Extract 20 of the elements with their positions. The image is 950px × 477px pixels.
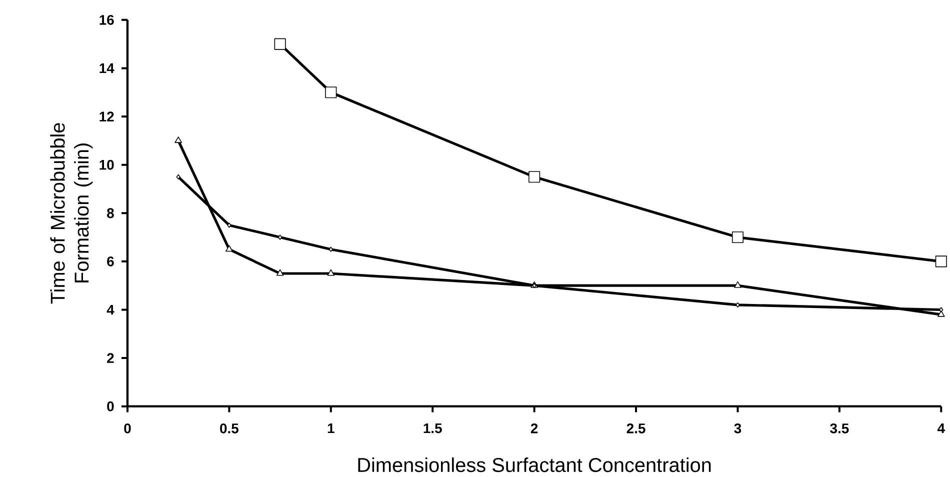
x-tick-label: 0	[124, 423, 131, 434]
y-axis-title: Time of Microbubble Formation (min)	[50, 123, 93, 304]
y-tick-label: 0	[107, 401, 114, 412]
x-axis-title: Dimensionless Surfactant Concentration	[358, 457, 711, 472]
x-tick-label: 3	[734, 423, 742, 434]
y-tick-label: 6	[107, 256, 114, 266]
x-tick-label: 1.5	[424, 423, 442, 434]
y-tick-label: 16	[100, 14, 114, 25]
x-tick-label: 2.5	[626, 423, 646, 434]
y-tick-label: 10	[100, 160, 114, 170]
x-tick-label: 0.5	[220, 423, 238, 434]
x-tick-label: 2	[530, 423, 538, 434]
y-tick-label: 2	[107, 353, 114, 363]
x-tick-label: 1	[328, 423, 334, 434]
x-tick-label: 4	[937, 423, 945, 434]
y-tick-label: 12	[100, 112, 114, 122]
y-tick-label: 4	[106, 304, 114, 314]
x-tick-label: 3.5	[830, 423, 849, 434]
y-tick-label: 14	[100, 63, 114, 73]
y-tick-label: 8	[107, 208, 114, 218]
